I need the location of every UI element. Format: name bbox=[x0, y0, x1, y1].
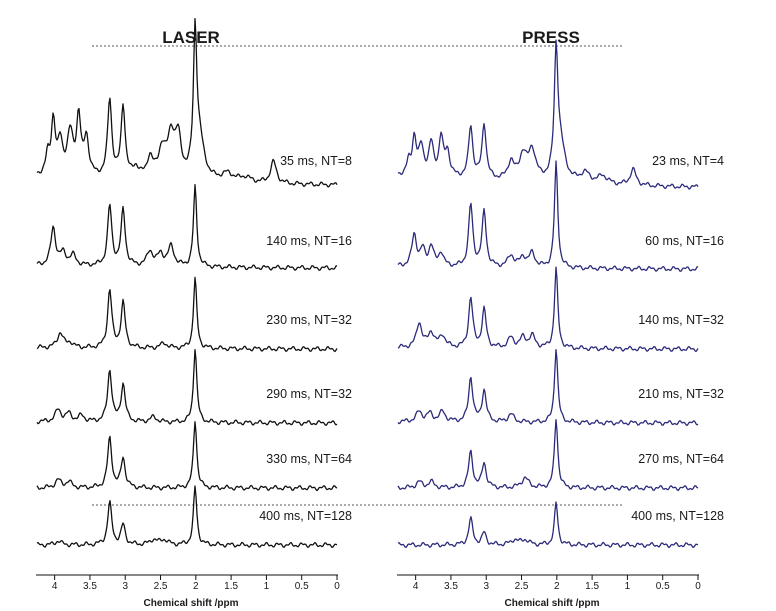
x-tick-label: 0.5 bbox=[295, 581, 309, 592]
x-tick-label: 3.5 bbox=[83, 581, 97, 592]
series-label: 270 ms, NT=64 bbox=[638, 452, 724, 466]
x-tick-label: 0 bbox=[334, 581, 340, 592]
spectrum-trace bbox=[397, 160, 699, 272]
x-axis-label-press: Chemical shift /ppm bbox=[504, 598, 599, 609]
x-tick-label: 4 bbox=[413, 581, 419, 592]
x-tick-label: 1.5 bbox=[224, 581, 238, 592]
spectrum-trace bbox=[36, 348, 338, 427]
panel-title-press: PRESS bbox=[522, 28, 580, 47]
laser-panel: 35 ms, NT=8 140 ms, NT=16 230 ms, NT=32 290… bbox=[36, 18, 352, 592]
spectrum-trace bbox=[36, 18, 338, 188]
series-label: 140 ms, NT=16 bbox=[266, 234, 352, 248]
x-tick-label: 3 bbox=[483, 581, 489, 592]
x-tick-label: 2 bbox=[554, 581, 560, 592]
spectrum-trace bbox=[36, 276, 338, 353]
series-label: 35 ms, NT=8 bbox=[280, 154, 352, 168]
panel-title-laser: LASER bbox=[162, 28, 220, 47]
series-label: 140 ms, NT=32 bbox=[638, 313, 724, 327]
x-tick-label: 2.5 bbox=[154, 581, 168, 592]
spectrum-trace bbox=[36, 485, 338, 549]
spectrum-trace bbox=[397, 501, 699, 549]
series-label: 210 ms, NT=32 bbox=[638, 387, 724, 401]
series-label: 23 ms, NT=4 bbox=[652, 154, 724, 168]
series-label: 230 ms, NT=32 bbox=[266, 313, 352, 327]
spectrum-trace bbox=[36, 184, 338, 271]
press-panel: 23 ms, NT=4 60 ms, NT=16 140 ms, NT=32 210 … bbox=[397, 39, 724, 592]
spectrum-trace bbox=[397, 39, 699, 190]
spectrum-trace bbox=[397, 418, 699, 492]
spectrum-trace bbox=[36, 421, 338, 492]
x-tick-label: 0 bbox=[695, 581, 701, 592]
x-tick-label: 1 bbox=[625, 581, 631, 592]
x-tick-label: 2 bbox=[193, 581, 199, 592]
spectrum-trace bbox=[397, 266, 699, 353]
x-tick-label: 0.5 bbox=[656, 581, 670, 592]
x-axis-label-laser: Chemical shift /ppm bbox=[143, 598, 238, 609]
series-label: 290 ms, NT=32 bbox=[266, 387, 352, 401]
series-label: 60 ms, NT=16 bbox=[645, 234, 724, 248]
x-tick-label: 3.5 bbox=[444, 581, 458, 592]
series-label: 330 ms, NT=64 bbox=[266, 452, 352, 466]
series-label: 400 ms, NT=128 bbox=[259, 509, 352, 523]
x-tick-label: 4 bbox=[52, 581, 58, 592]
series-label: 400 ms, NT=128 bbox=[631, 509, 724, 523]
x-tick-label: 3 bbox=[122, 581, 128, 592]
x-tick-label: 1 bbox=[264, 581, 270, 592]
x-tick-label: 2.5 bbox=[515, 581, 529, 592]
spectrum-trace bbox=[397, 348, 699, 427]
x-tick-label: 1.5 bbox=[585, 581, 599, 592]
